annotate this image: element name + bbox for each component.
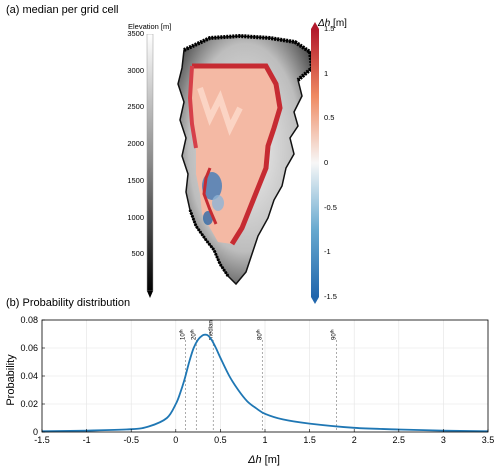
elevation-tick-label: 1000 [127,212,144,222]
y-tick-label: 0.04 [20,371,38,381]
elevation-tick-label: 3500 [127,29,144,38]
dh-colorbar [311,22,319,304]
x-tick-label: -1 [83,435,91,445]
x-tick-label: 3.5 [482,435,495,445]
x-tick-label: 1 [262,435,267,445]
x-ticks: -1.5 -1 -0.5 0 0.5 1 1.5 2 2.5 3 3.5 [34,429,494,445]
elevation-colorbar [146,34,154,298]
x-axis-label-unit: [m] [262,454,280,466]
elevation-tick-label: 2500 [127,102,144,112]
elevation-tick-label: 3000 [127,65,144,75]
dh-colorbar-label: Δh [m] [318,18,347,29]
probability-curve [41,333,489,433]
y-ticks: 0 0.02 0.04 0.06 0.08 [20,315,45,437]
dh-tick-label: -1 [324,247,331,257]
x-axis-label-symbol: Δh [247,454,262,466]
y-tick-label: 0.06 [20,343,38,353]
x-tick-label: -1.5 [34,435,50,445]
panel-b-title: (b) Probability distribution [6,297,131,309]
x-tick-label: 2.5 [393,435,406,445]
elevation-tick-label: 2000 [127,139,144,149]
elevation-tick-label: 1500 [127,175,144,185]
x-tick-label: 0.5 [214,435,227,445]
y-tick-label: 0 [33,427,38,437]
x-tick-label: -0.5 [123,435,139,445]
dh-tick-label: -0.5 [324,202,337,212]
percentile-label: 10th [179,329,187,340]
dh-colorbar-label-unit: [m] [330,18,347,29]
dh-tick-label: 1.5 [324,24,335,33]
y-tick-label: 0.08 [20,315,38,325]
percentile-label: 20th [189,329,197,340]
dh-tick-label: 0 [324,158,329,167]
dh-tick-label: -1.5 [324,292,337,301]
percentile-label: median [208,320,214,340]
x-tick-label: 1.5 [303,435,316,445]
grid [41,319,489,433]
x-tick-label: 2 [352,435,357,445]
dh-tick-label: 1 [324,68,329,78]
dh-colorbar-label-symbol: Δh [318,18,331,29]
x-axis-label: Δh [m] [247,454,280,466]
panel-a-title: (a) median per grid cell [6,4,119,16]
greenland-map [177,33,315,286]
percentile-label: 80th [255,329,263,340]
elevation-colorbar-label: Elevation [m] [128,22,172,31]
percentile-label: 90th [329,329,337,340]
dh-tick-label: 0.5 [324,113,335,123]
x-tick-label: 3 [441,435,446,445]
y-tick-label: 0.02 [20,399,38,409]
elevation-tick-label: 500 [131,249,144,259]
x-tick-label: 0 [173,435,178,445]
y-axis-label: Probability [5,354,17,406]
